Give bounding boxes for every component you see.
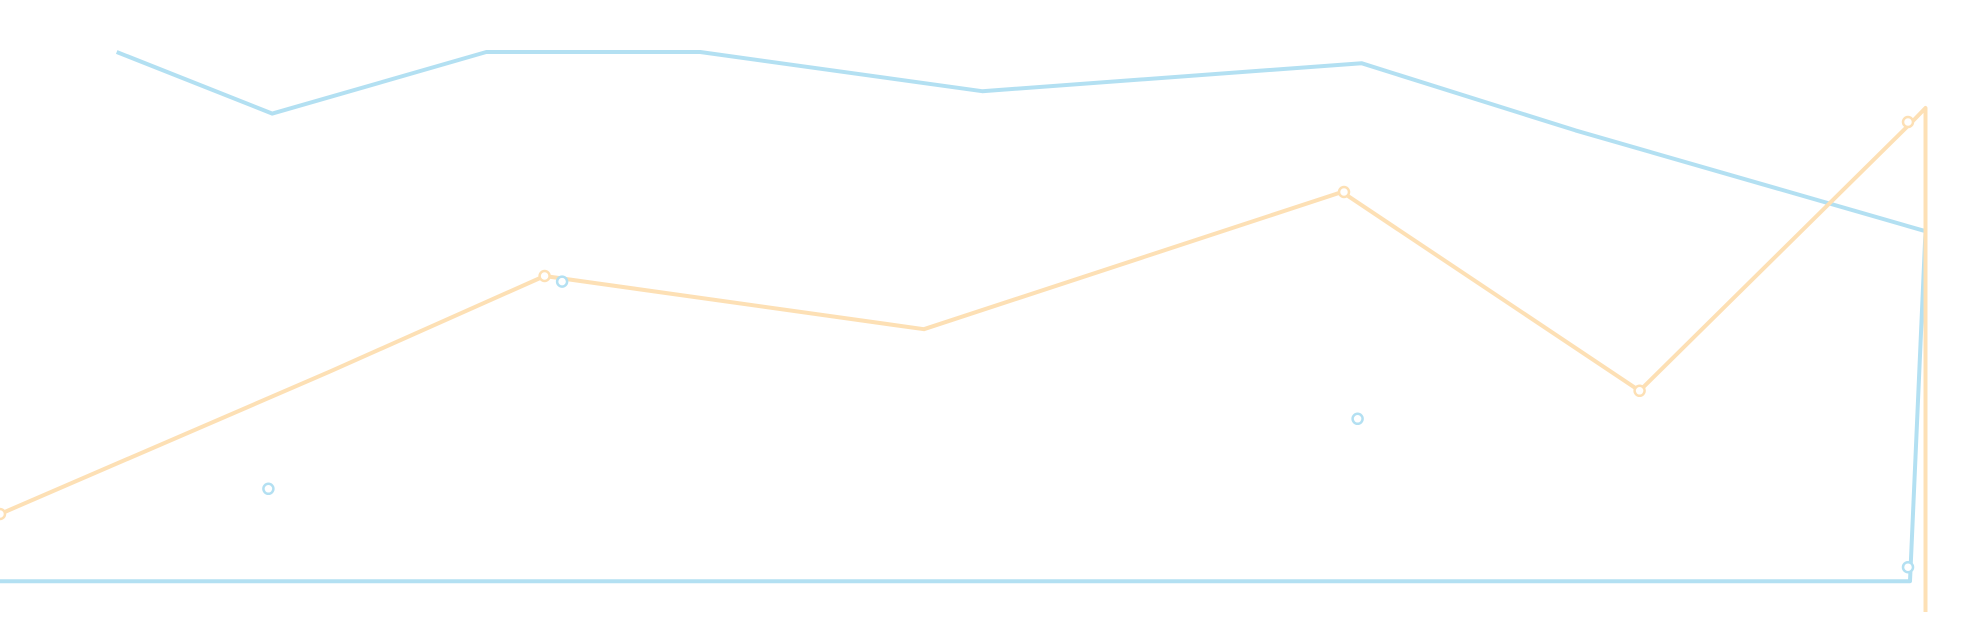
marker-layer <box>0 115 1915 574</box>
data-point-marker <box>0 507 7 521</box>
data-point-marker <box>1633 384 1646 398</box>
data-point-marker <box>538 269 551 283</box>
data-point-marker <box>555 275 569 288</box>
data-point-marker <box>1337 185 1351 199</box>
series-layer <box>0 50 1928 612</box>
series-line-2 <box>0 106 1928 612</box>
data-point-marker <box>1351 412 1364 426</box>
data-point-marker <box>1901 560 1915 574</box>
data-point-marker <box>1901 115 1915 129</box>
data-point-marker <box>262 482 275 496</box>
series-line-1 <box>0 50 1928 584</box>
